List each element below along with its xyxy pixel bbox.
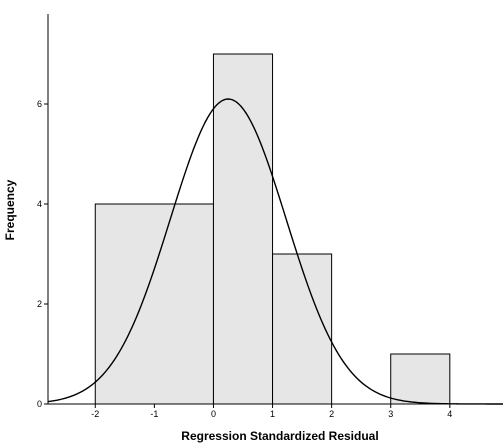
histogram-bar-1 xyxy=(212,53,274,405)
x-axis-title: Regression Standardized Residual xyxy=(181,429,378,443)
x-tick-label: 4 xyxy=(447,409,452,419)
x-tick-label: 2 xyxy=(329,409,334,419)
plot-area: 0 2 4 6 -2 -1 0 1 2 3 4 xyxy=(37,14,503,419)
histogram-bar-0 xyxy=(94,203,214,405)
histogram-bar-3 xyxy=(390,353,451,405)
x-tick-label: 1 xyxy=(270,409,275,419)
x-tick-label: -2 xyxy=(91,409,99,419)
y-tick-label: 4 xyxy=(37,199,42,209)
x-tick-label: 3 xyxy=(388,409,393,419)
histogram-bar-2 xyxy=(272,253,333,405)
x-tick-label: -1 xyxy=(150,409,158,419)
y-axis-title: Frequency xyxy=(3,179,17,240)
y-tick-label: 0 xyxy=(37,399,42,409)
y-tick-label: 6 xyxy=(37,99,42,109)
x-tick-label: 0 xyxy=(211,409,216,419)
normal-curve xyxy=(47,98,503,405)
y-tick-label: 2 xyxy=(37,299,42,309)
